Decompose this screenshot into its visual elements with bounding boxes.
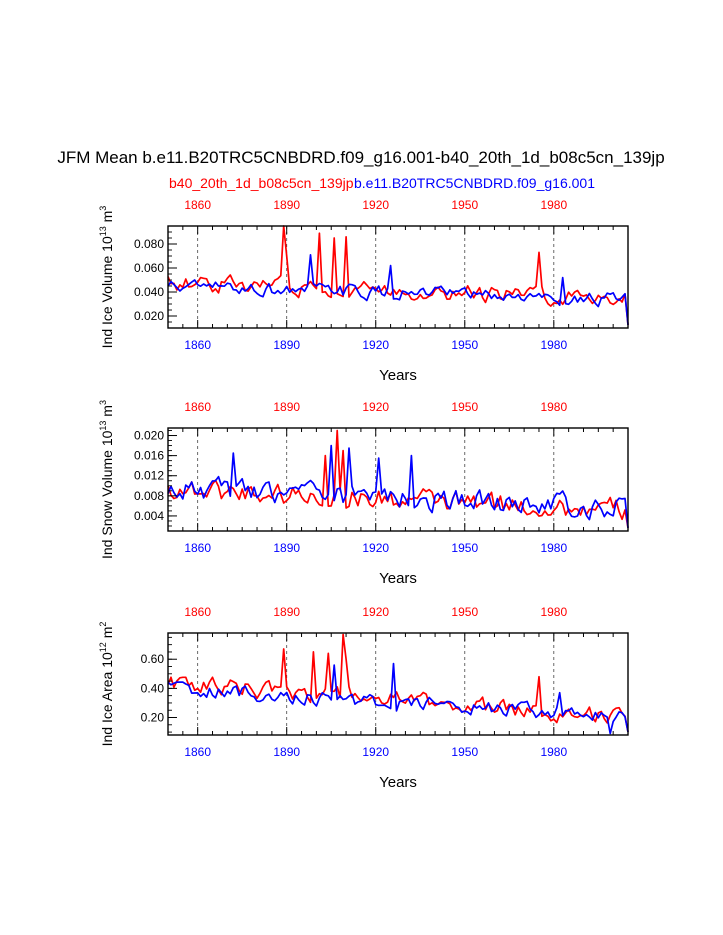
series-line-blue (167, 444, 629, 528)
y-tick-label: 0.040 (134, 285, 164, 299)
x-tick-label-bottom-1920: 1920 (362, 745, 389, 759)
x-tick-label-bottom-1920: 1920 (362, 338, 389, 352)
y-axis-label-superscript: 3 (98, 400, 108, 405)
x-tick-label-bottom-1860: 1860 (184, 745, 211, 759)
panel-2: 0.004 0.008 0.012 0.016 0.020 1860 1860 1890 189… (98, 400, 629, 587)
legend-blue-label: b.e11.B20TRC5CNBDRD.f09_g16.001 (354, 175, 595, 191)
x-tick-label-top-1860: 1860 (184, 605, 211, 619)
series-line-blue (167, 253, 629, 325)
plot-frame (167, 427, 629, 532)
x-axis-label: Years (379, 774, 417, 791)
y-tick-label: 0.016 (134, 449, 164, 463)
y-axis-label-part: Ind Snow Volume 10 (99, 430, 115, 559)
x-tick-label-bottom-1890: 1890 (273, 745, 300, 759)
x-tick-label-bottom-1920: 1920 (362, 541, 389, 555)
series-line-blue (167, 662, 629, 735)
x-tick-label-bottom-1950: 1950 (451, 338, 478, 352)
y-tick-label: 0.40 (141, 681, 165, 695)
y-axis-label: Ind Ice Volume 1013 m3 (98, 206, 115, 349)
x-tick-label-bottom-1950: 1950 (451, 541, 478, 555)
y-tick-label: 0.008 (134, 489, 164, 503)
x-tick-label-bottom-1890: 1890 (273, 541, 300, 555)
y-tick-label: 0.060 (134, 261, 164, 275)
y-axis-label-part: m (99, 627, 115, 643)
x-tick-label-top-1890: 1890 (273, 198, 300, 212)
x-tick-label-top-1980: 1980 (540, 400, 567, 414)
x-tick-label-top-1980: 1980 (540, 198, 567, 212)
y-tick-label: 0.020 (134, 429, 164, 443)
x-tick-label-bottom-1860: 1860 (184, 541, 211, 555)
x-tick-label-bottom-1980: 1980 (540, 541, 567, 555)
x-tick-label-bottom-1980: 1980 (540, 338, 567, 352)
x-tick-label-top-1860: 1860 (184, 198, 211, 212)
legend-red-label: b40_20th_1d_b08c5cn_139jp (169, 175, 354, 191)
y-axis-label-part: m (99, 211, 115, 227)
x-tick-label-top-1920: 1920 (362, 400, 389, 414)
panels-group: 0.020 0.040 0.060 0.080 1860 1860 1890 1890 1920… (98, 198, 629, 791)
x-tick-label-top-1950: 1950 (451, 400, 478, 414)
y-axis-label: Ind Ice Area 1012 m2 (98, 622, 115, 747)
x-tick-label-bottom-1950: 1950 (451, 745, 478, 759)
x-tick-label-top-1950: 1950 (451, 605, 478, 619)
y-tick-label: 0.004 (134, 509, 164, 523)
panel-1: 0.020 0.040 0.060 0.080 1860 1860 1890 1890 1920… (98, 198, 629, 384)
x-tick-label-top-1950: 1950 (451, 198, 478, 212)
y-axis-label-part: Ind Ice Volume 10 (99, 236, 115, 348)
x-tick-label-bottom-1980: 1980 (540, 745, 567, 759)
x-tick-label-top-1920: 1920 (362, 605, 389, 619)
x-tick-label-top-1890: 1890 (273, 605, 300, 619)
plot-frame (167, 225, 629, 329)
panel-3: 0.20 0.40 0.60 1860 1860 1890 1890 1920 1920 1950… (98, 605, 629, 791)
y-axis-label-superscript: 13 (98, 226, 108, 236)
y-axis-label-superscript: 12 (98, 642, 108, 652)
y-tick-label: 0.020 (134, 309, 164, 323)
y-axis-label-part: Ind Ice Area 10 (99, 652, 115, 746)
x-tick-label-bottom-1860: 1860 (184, 338, 211, 352)
y-axis-label-part: m (99, 405, 115, 421)
x-tick-label-bottom-1890: 1890 (273, 338, 300, 352)
chart-title: JFM Mean b.e11.B20TRC5CNBDRD.f09_g16.001… (57, 148, 664, 167)
series-line-red (167, 225, 629, 325)
y-tick-label: 0.012 (134, 469, 164, 483)
plot-frame (167, 632, 629, 736)
x-tick-label-top-1860: 1860 (184, 400, 211, 414)
y-axis-label-superscript: 2 (98, 622, 108, 627)
x-tick-label-top-1920: 1920 (362, 198, 389, 212)
y-tick-label: 0.080 (134, 237, 164, 251)
x-tick-label-top-1980: 1980 (540, 605, 567, 619)
series-line-red (167, 429, 629, 529)
y-axis-label-superscript: 13 (98, 421, 108, 431)
series-line-red (167, 633, 629, 733)
y-tick-label: 0.20 (141, 711, 165, 725)
y-tick-label: 0.60 (141, 652, 165, 666)
x-tick-label-top-1890: 1890 (273, 400, 300, 414)
x-axis-label: Years (379, 570, 417, 587)
y-axis-label: Ind Snow Volume 1013 m3 (98, 400, 115, 559)
x-axis-label: Years (379, 367, 417, 384)
y-axis-label-superscript: 3 (98, 206, 108, 211)
